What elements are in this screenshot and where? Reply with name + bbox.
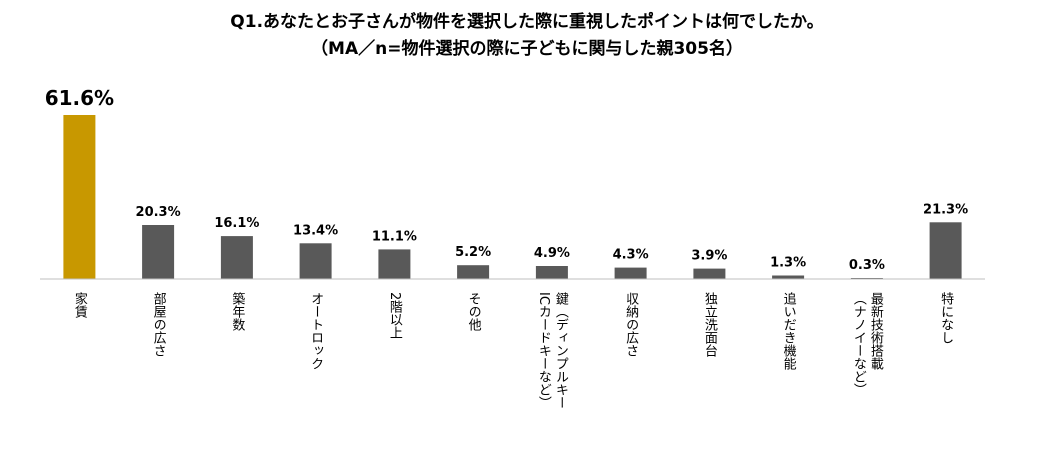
- bar-12: [929, 222, 962, 279]
- value-label-5: 11.1%: [372, 229, 417, 244]
- category-label-5: 2階以上: [387, 292, 403, 339]
- value-label-2: 20.3%: [136, 205, 181, 220]
- value-label-8: 4.3%: [613, 248, 649, 263]
- value-label-12: 21.3%: [923, 202, 968, 217]
- bar-6: [457, 265, 490, 279]
- chart-subtitle: （MA／n=物件選択の際に子どもに関与した親305名）: [311, 38, 743, 59]
- bar-10: [772, 275, 805, 279]
- bar-9: [693, 268, 726, 279]
- bar-7: [535, 266, 568, 279]
- bar-1: [63, 115, 96, 279]
- category-label-1: 家賃: [72, 291, 88, 319]
- value-label-6: 5.2%: [455, 245, 491, 260]
- chart-title: Q1.あなたとお子さんが物件を選択した際に重視したポイントは何でしたか。: [230, 11, 823, 32]
- category-label-9: 独立洗面台: [702, 292, 718, 357]
- bar-3: [220, 236, 253, 279]
- category-labels-layer: 家賃 部屋の広さ 築年数 オートロック 2階以上 その他 鍵（ディンプルキーICカードキーな…: [72, 291, 954, 409]
- bar-5: [378, 249, 411, 279]
- category-label-6: その他: [466, 292, 482, 332]
- category-label-11-line-1: 最新技術搭載: [868, 292, 884, 371]
- value-label-9: 3.9%: [691, 249, 727, 264]
- value-label-1: 61.6%: [45, 86, 114, 110]
- category-label-10: 追いだき機能: [781, 291, 797, 370]
- category-label-12: 特になし: [938, 292, 954, 344]
- value-label-10: 1.3%: [770, 256, 806, 271]
- category-label-7-line-2: ICカードキーなど）: [536, 292, 552, 409]
- value-label-11: 0.3%: [849, 258, 885, 273]
- value-label-4: 13.4%: [293, 223, 338, 238]
- category-label-2: 部屋の広さ: [151, 292, 167, 357]
- bar-4: [299, 243, 332, 279]
- value-labels-layer: 61.6% 20.3% 16.1% 13.4% 11.1% 5.2% 4.9% 4.3% 3.9…: [45, 86, 968, 273]
- bar-8: [614, 267, 647, 279]
- category-label-11-line-2: （ナノイーなど）: [851, 292, 867, 396]
- value-label-3: 16.1%: [214, 216, 259, 231]
- category-label-4: オートロック: [308, 292, 323, 370]
- bar-2: [142, 225, 175, 279]
- category-label-8: 収納の広さ: [623, 292, 639, 357]
- category-label-3: 築年数: [229, 292, 245, 331]
- category-label-7-line-1: 鍵（ディンプルキー: [553, 291, 569, 409]
- bars-layer: [63, 115, 962, 279]
- value-label-7: 4.9%: [534, 246, 570, 261]
